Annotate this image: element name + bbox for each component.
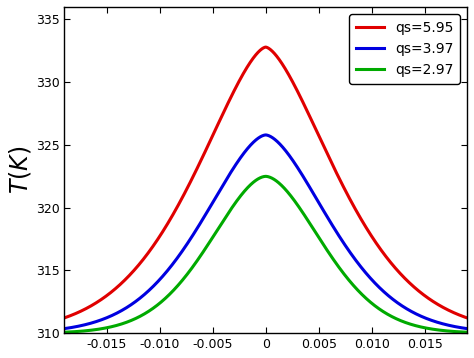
qs=5.95 [263,45,268,49]
qs=5.95 [466,316,472,321]
qs=3.97 [232,164,237,169]
qs=5.95 [232,88,237,92]
qs=2.97 [232,202,237,206]
qs=3.97 [99,318,105,322]
qs=5.95 [99,297,105,301]
qs=5.95 [124,275,130,280]
qs=2.97 [263,174,268,179]
qs=3.97 [421,315,427,320]
qs=2.97 [421,325,427,330]
qs=5.95 [51,319,56,323]
Y-axis label: $T(K)$: $T(K)$ [7,146,33,194]
qs=2.97 [124,320,130,324]
qs=2.97 [51,330,56,335]
qs=3.97 [466,327,472,331]
qs=5.95 [421,293,427,297]
Line: qs=5.95: qs=5.95 [54,47,474,321]
qs=2.97 [213,229,219,234]
Line: qs=2.97: qs=2.97 [54,176,474,333]
qs=3.97 [51,328,56,332]
qs=2.97 [99,326,105,331]
Line: qs=3.97: qs=3.97 [54,135,474,330]
qs=2.97 [466,330,472,334]
qs=3.97 [263,133,268,137]
qs=5.95 [213,126,219,130]
Legend: qs=5.95, qs=3.97, qs=2.97: qs=5.95, qs=3.97, qs=2.97 [349,14,460,84]
qs=3.97 [213,194,219,199]
qs=3.97 [124,305,130,309]
